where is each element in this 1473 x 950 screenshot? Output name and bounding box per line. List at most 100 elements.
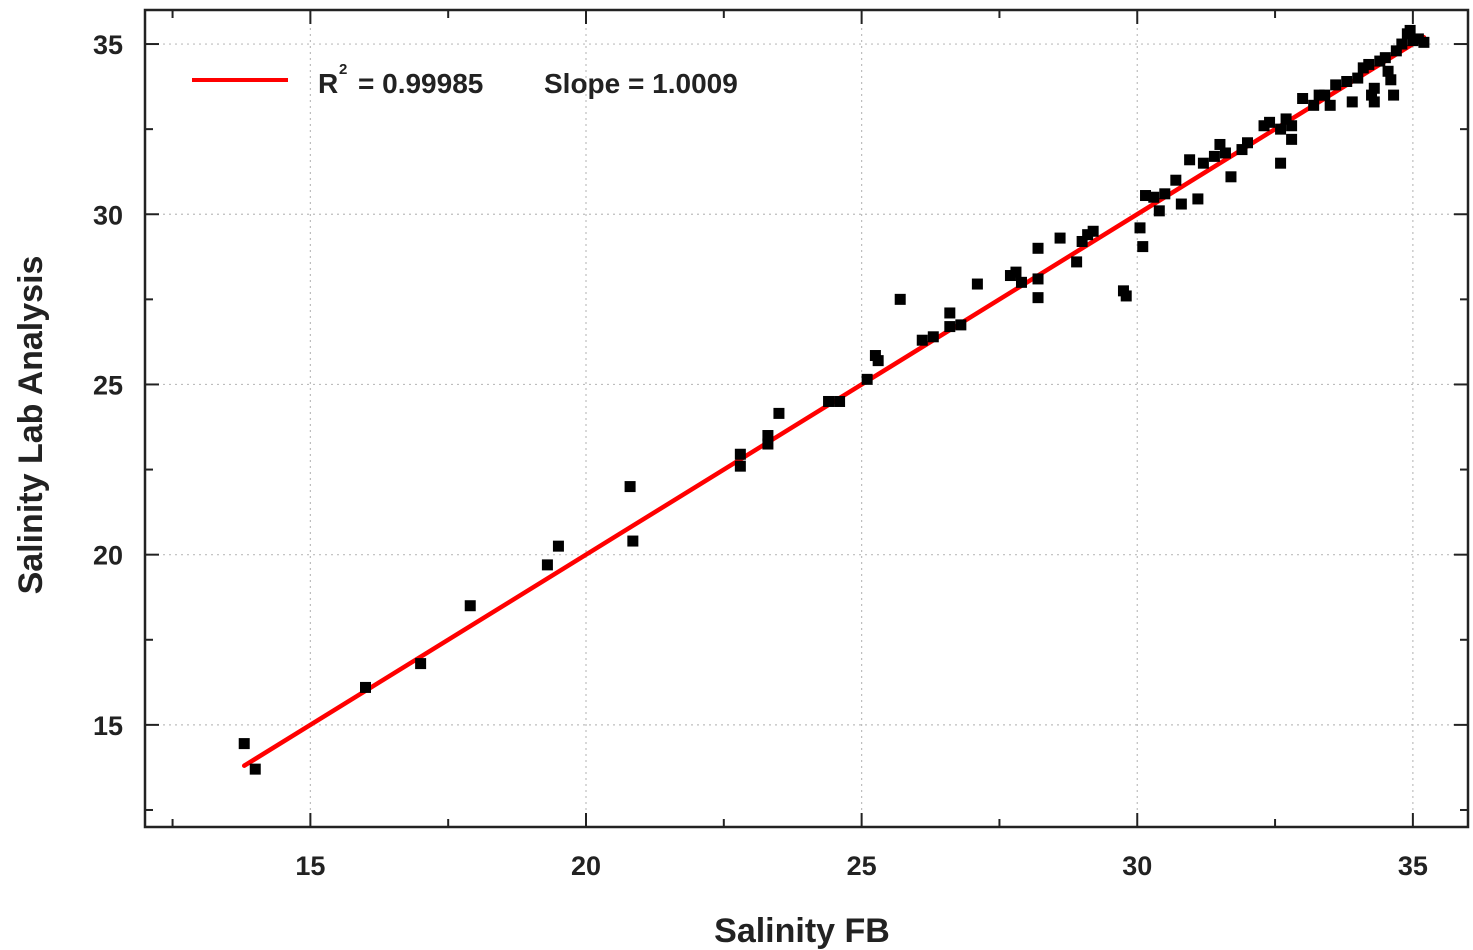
data-point: [1357, 62, 1369, 74]
y-axis-label: Salinity Lab Analysis: [12, 256, 50, 595]
data-point: [1418, 36, 1430, 48]
data-point: [1236, 144, 1248, 156]
data-point: [1385, 74, 1397, 86]
data-point: [894, 293, 906, 305]
data-point: [955, 319, 967, 331]
data-point: [1286, 120, 1298, 132]
data-point: [627, 535, 639, 547]
data-point: [734, 448, 746, 460]
data-point: [823, 395, 835, 407]
data-point: [916, 334, 928, 346]
fit-line: [241, 34, 1427, 768]
data-point: [1346, 96, 1358, 108]
data-point: [1330, 79, 1342, 91]
y-tick-label: 20: [93, 541, 123, 571]
data-point: [1071, 256, 1083, 268]
data-point: [1275, 123, 1287, 135]
data-point: [464, 600, 476, 612]
legend-r-superscript: 2: [339, 61, 347, 78]
data-point: [1153, 205, 1165, 217]
data-point: [1197, 157, 1209, 169]
data-point: [1137, 241, 1149, 253]
data-point: [1396, 38, 1408, 50]
data-point: [1313, 89, 1325, 101]
data-point: [1225, 171, 1237, 183]
data-point: [415, 658, 427, 670]
legend-r-value: = 0.99985: [358, 68, 483, 99]
data-point: [1275, 157, 1287, 169]
data-point: [1159, 188, 1171, 200]
data-point: [1368, 96, 1380, 108]
data-point: [1308, 99, 1320, 111]
data-point: [1382, 65, 1394, 77]
x-tick-label: 35: [1398, 851, 1428, 881]
data-point: [1032, 292, 1044, 304]
data-point: [1208, 150, 1220, 162]
data-point: [1368, 82, 1380, 94]
data-point: [1082, 229, 1094, 241]
data-point: [1264, 116, 1276, 128]
data-point: [861, 373, 873, 385]
data-point: [1366, 89, 1378, 101]
data-point: [1404, 24, 1416, 36]
data-point: [1032, 242, 1044, 254]
legend-r-symbol: R: [318, 68, 338, 99]
x-axis-label: Salinity FB: [714, 912, 890, 950]
legend: R 2 = 0.99985 Slope = 1.0009: [192, 61, 738, 99]
data-point: [1412, 33, 1424, 45]
data-points: [238, 24, 1430, 775]
data-point: [834, 395, 846, 407]
data-point: [1324, 99, 1336, 111]
data-point: [1140, 190, 1152, 202]
y-tick-label: 25: [93, 370, 123, 400]
data-point: [1175, 198, 1187, 210]
data-point: [944, 307, 956, 319]
tick-labels: 15 20 25 30 35 15 20 25 30 35: [93, 30, 1428, 881]
x-tick-label: 15: [295, 851, 325, 881]
data-point: [1297, 93, 1309, 105]
data-point: [1363, 58, 1375, 70]
data-point: [1076, 235, 1088, 247]
data-point: [762, 438, 774, 450]
data-point: [1054, 232, 1066, 244]
data-point: [1214, 138, 1226, 150]
data-point: [1280, 113, 1292, 125]
data-point: [1407, 35, 1419, 47]
data-point: [1015, 276, 1027, 288]
data-point: [1010, 266, 1022, 278]
data-point: [773, 407, 785, 419]
data-point: [1004, 270, 1016, 282]
data-point: [1148, 191, 1160, 203]
y-tick-label: 35: [93, 30, 123, 60]
data-point: [1379, 52, 1391, 64]
data-point: [1170, 174, 1182, 186]
data-point: [1388, 89, 1400, 101]
data-point: [1286, 133, 1298, 145]
data-point: [762, 430, 774, 442]
data-point: [360, 681, 371, 693]
data-point: [1192, 193, 1204, 205]
data-point: [1258, 120, 1270, 132]
x-tick-label: 30: [1122, 851, 1152, 881]
data-point: [1134, 222, 1146, 234]
data-point: [971, 278, 983, 290]
data-point: [944, 321, 956, 333]
data-point: [927, 331, 939, 343]
data-point: [238, 738, 250, 750]
data-point: [1219, 147, 1231, 159]
data-point: [249, 763, 261, 775]
data-point: [541, 559, 553, 571]
data-point: [1390, 45, 1402, 57]
y-tick-label: 30: [93, 200, 123, 230]
x-tick-label: 25: [847, 851, 877, 881]
plot-frame: [143, 8, 1470, 829]
data-point: [1184, 154, 1196, 166]
data-point: [734, 460, 746, 472]
legend-slope: Slope = 1.0009: [544, 68, 738, 99]
y-tick-label: 15: [93, 711, 123, 741]
data-point: [1374, 55, 1386, 67]
data-point: [1242, 137, 1253, 149]
data-point: [1032, 273, 1044, 285]
data-point: [1352, 72, 1364, 84]
